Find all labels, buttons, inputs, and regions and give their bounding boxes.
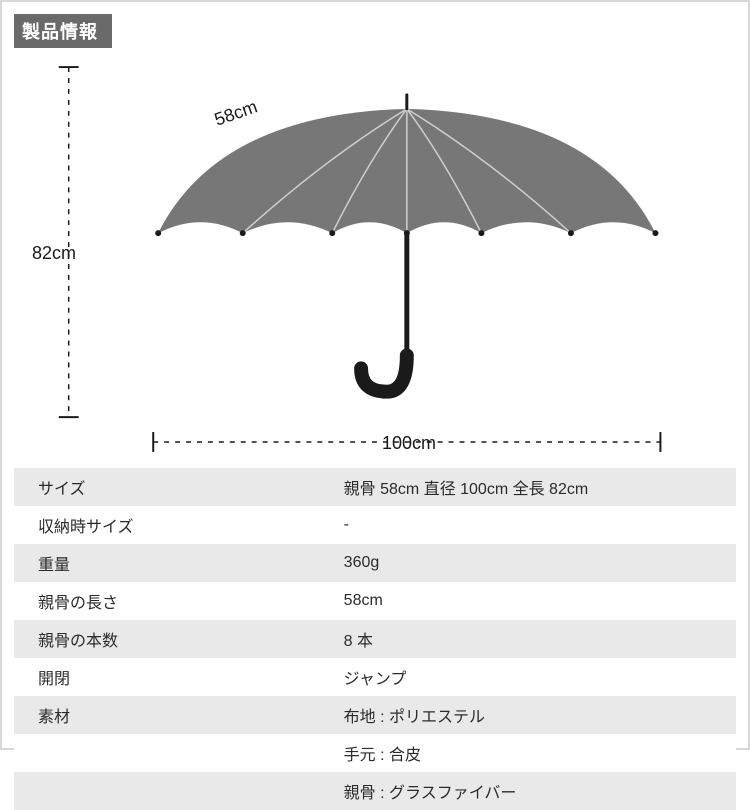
spec-label: 収納時サイズ <box>14 506 332 544</box>
spec-value: 親骨 58cm 直径 100cm 全長 82cm <box>332 468 736 506</box>
spec-label: 素材 <box>14 696 332 734</box>
spec-value: 58cm <box>332 582 736 620</box>
spec-value: 8 本 <box>332 620 736 658</box>
spec-table: サイズ親骨 58cm 直径 100cm 全長 82cm収納時サイズ-重量360g… <box>14 468 736 810</box>
umbrella-diagram: 82cm 58cm 100cm <box>14 48 736 468</box>
spec-value: 親骨 : グラスファイバー <box>332 772 736 810</box>
spec-label: 親骨の本数 <box>14 620 332 658</box>
spec-row: 親骨の長さ58cm <box>14 582 736 620</box>
spec-label: 重量 <box>14 544 332 582</box>
spec-label <box>14 734 332 772</box>
spec-row: 開閉ジャンプ <box>14 658 736 696</box>
spec-row: サイズ親骨 58cm 直径 100cm 全長 82cm <box>14 468 736 506</box>
spec-label: 親骨の長さ <box>14 582 332 620</box>
spec-row: 素材布地 : ポリエステル <box>14 696 736 734</box>
section-title-badge: 製品情報 <box>14 14 112 48</box>
spec-row: 親骨 : グラスファイバー <box>14 772 736 810</box>
spec-row: 重量360g <box>14 544 736 582</box>
width-dim-label: 100cm <box>382 433 436 454</box>
spec-value: 360g <box>332 544 736 582</box>
spec-row: 親骨の本数8 本 <box>14 620 736 658</box>
spec-label: 開閉 <box>14 658 332 696</box>
height-dim-label: 82cm <box>32 243 76 264</box>
spec-label: サイズ <box>14 468 332 506</box>
spec-label <box>14 772 332 810</box>
spec-row: 収納時サイズ- <box>14 506 736 544</box>
spec-row: 手元 : 合皮 <box>14 734 736 772</box>
spec-value: ジャンプ <box>332 658 736 696</box>
umbrella-svg <box>14 48 736 468</box>
spec-value: 手元 : 合皮 <box>332 734 736 772</box>
spec-value: 布地 : ポリエステル <box>332 696 736 734</box>
spec-value: - <box>332 506 736 544</box>
